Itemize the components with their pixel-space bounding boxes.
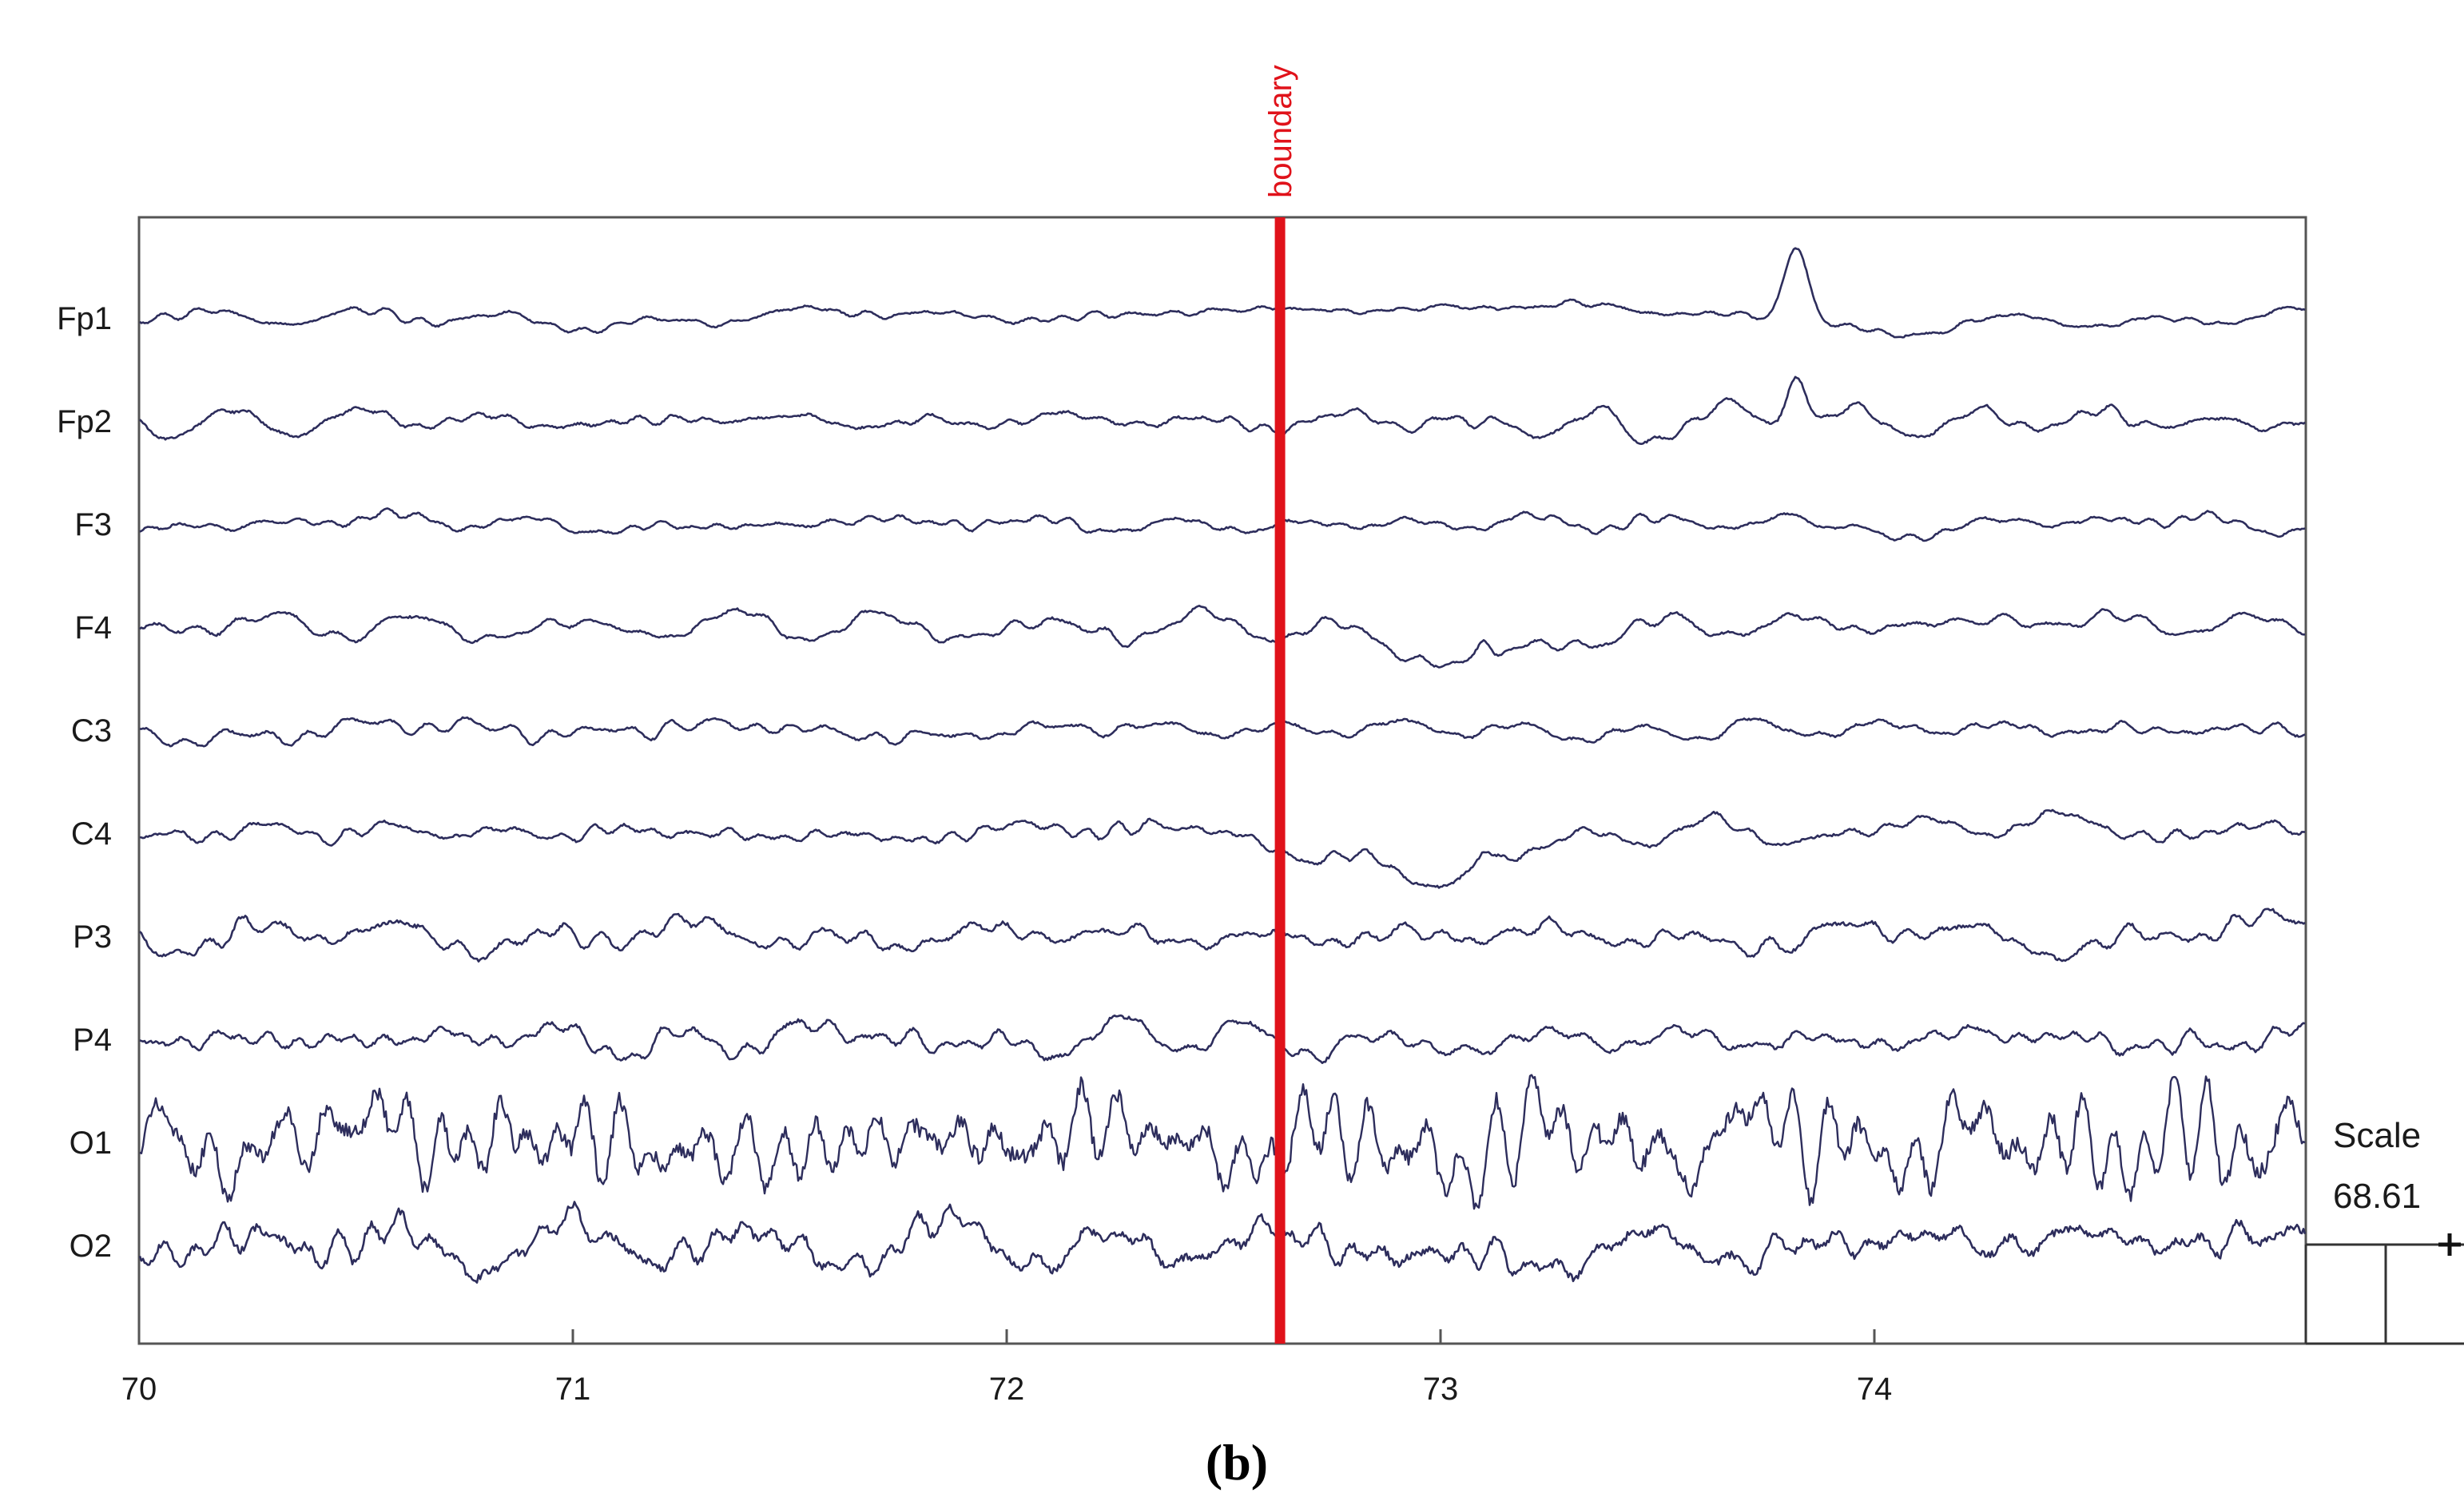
scale-label: Scale [2333, 1116, 2421, 1155]
channel-label-o2: O2 [70, 1229, 112, 1264]
boundary-marker: boundary [1263, 65, 1298, 1344]
trace-o1 [139, 1074, 2306, 1210]
channel-label-p4: P4 [73, 1023, 112, 1058]
x-tick-label-71: 71 [555, 1372, 591, 1407]
x-tick-label-72: 72 [989, 1372, 1025, 1407]
trace-fp1 [139, 247, 2306, 339]
trace-o2 [138, 1201, 2307, 1284]
eeg-traces [138, 247, 2307, 1284]
channel-label-f3: F3 [74, 507, 112, 542]
channel-labels: Fp1 Fp2 F3 F4 C3 C4 P3 P4 O1 O2 [57, 301, 112, 1264]
x-tick-label-73: 73 [1423, 1372, 1459, 1407]
channel-label-f4: F4 [74, 610, 112, 645]
plot-frame [137, 216, 2307, 1345]
trace-c3 [139, 716, 2306, 748]
x-tick-label-70: 70 [121, 1372, 157, 1407]
trace-f3 [139, 507, 2306, 542]
scale-indicator: Scale 68.61 [2304, 1116, 2464, 1345]
trace-c4 [139, 808, 2306, 889]
trace-fp2 [139, 375, 2306, 446]
channel-label-c3: C3 [71, 713, 112, 749]
trace-p4 [139, 1014, 2306, 1064]
x-axis-ticks: 70 71 72 73 74 [121, 1329, 1893, 1407]
channel-label-fp2: Fp2 [57, 404, 112, 439]
panel-label: (b) [1206, 1434, 1268, 1491]
trace-p3 [139, 907, 2306, 963]
channel-label-p3: P3 [73, 919, 112, 955]
channel-label-fp1: Fp1 [57, 301, 112, 336]
channel-label-o1: O1 [70, 1126, 112, 1161]
trace-f4 [139, 604, 2305, 669]
scale-value: 68.61 [2333, 1177, 2421, 1216]
boundary-label: boundary [1263, 65, 1298, 198]
channel-label-c4: C4 [71, 816, 112, 852]
x-tick-label-74: 74 [1857, 1372, 1893, 1407]
